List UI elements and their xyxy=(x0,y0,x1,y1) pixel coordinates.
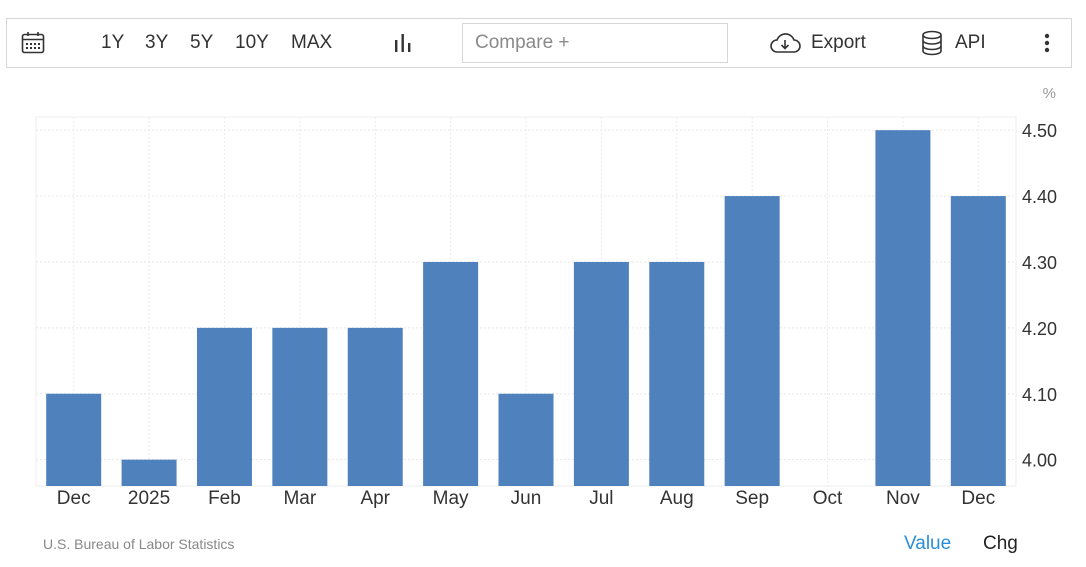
bar-4 xyxy=(347,327,403,486)
x-tick-label: Dec xyxy=(57,488,91,509)
range-max-button[interactable]: MAX xyxy=(291,32,333,53)
y-tick-label: 4.50 xyxy=(1022,121,1057,141)
api-button[interactable]: API xyxy=(921,19,986,67)
export-label: Export xyxy=(811,32,866,53)
compare-input[interactable] xyxy=(462,23,728,63)
calendar-button[interactable] xyxy=(21,19,45,67)
bar-9 xyxy=(724,196,780,487)
bar-chart-icon xyxy=(395,34,411,52)
x-tick-label: Jul xyxy=(589,488,613,509)
bar-7 xyxy=(573,261,629,486)
range-5y-button[interactable]: 5Y xyxy=(190,32,214,53)
x-tick-label: Nov xyxy=(886,488,920,509)
bar-5 xyxy=(423,261,479,486)
bar-3 xyxy=(272,327,328,486)
x-tick-label: Mar xyxy=(283,488,316,509)
x-tick-label: Oct xyxy=(813,488,843,509)
bar-8 xyxy=(649,261,705,486)
y-tick-label: 4.00 xyxy=(1022,451,1057,471)
y-tick-label: 4.30 xyxy=(1022,253,1057,273)
range-3y-button[interactable]: 3Y xyxy=(145,32,169,53)
bar-11 xyxy=(875,130,931,486)
value-toggle[interactable]: Value xyxy=(904,533,952,554)
api-label: API xyxy=(955,32,986,53)
y-tick-label: 4.20 xyxy=(1022,319,1057,339)
bar-0 xyxy=(46,393,102,486)
x-tick-label: Sep xyxy=(735,488,769,509)
chart-type-button[interactable] xyxy=(393,19,413,67)
bar-2 xyxy=(196,327,252,486)
x-tick-label: 2025 xyxy=(128,488,170,509)
more-options-button[interactable] xyxy=(1043,19,1051,67)
bar-6 xyxy=(498,393,554,486)
x-tick-label: Jun xyxy=(511,488,542,509)
x-tick-label: May xyxy=(433,488,469,509)
range-10y-button[interactable]: 10Y xyxy=(235,32,269,53)
export-button[interactable]: Export xyxy=(769,19,866,67)
x-tick-label: Apr xyxy=(360,488,390,509)
y-tick-label: 4.10 xyxy=(1022,385,1057,405)
cloud-download-icon xyxy=(770,33,801,53)
bar-1 xyxy=(121,459,177,486)
bar-12 xyxy=(950,196,1006,487)
calendar-icon xyxy=(21,32,45,54)
chart-toolbar: 1Y 3Y 5Y 10Y MAX Export API xyxy=(6,18,1072,68)
range-1y-button[interactable]: 1Y xyxy=(101,32,125,53)
y-axis-unit: % xyxy=(1043,85,1056,102)
x-tick-label: Feb xyxy=(208,488,241,509)
chg-toggle[interactable]: Chg xyxy=(983,533,1018,554)
source-label: U.S. Bureau of Labor Statistics xyxy=(43,536,235,552)
database-icon xyxy=(922,30,942,56)
x-tick-label: Dec xyxy=(961,488,995,509)
x-tick-label: Aug xyxy=(660,488,694,509)
more-vertical-icon xyxy=(1044,33,1050,53)
y-tick-label: 4.40 xyxy=(1022,187,1057,207)
